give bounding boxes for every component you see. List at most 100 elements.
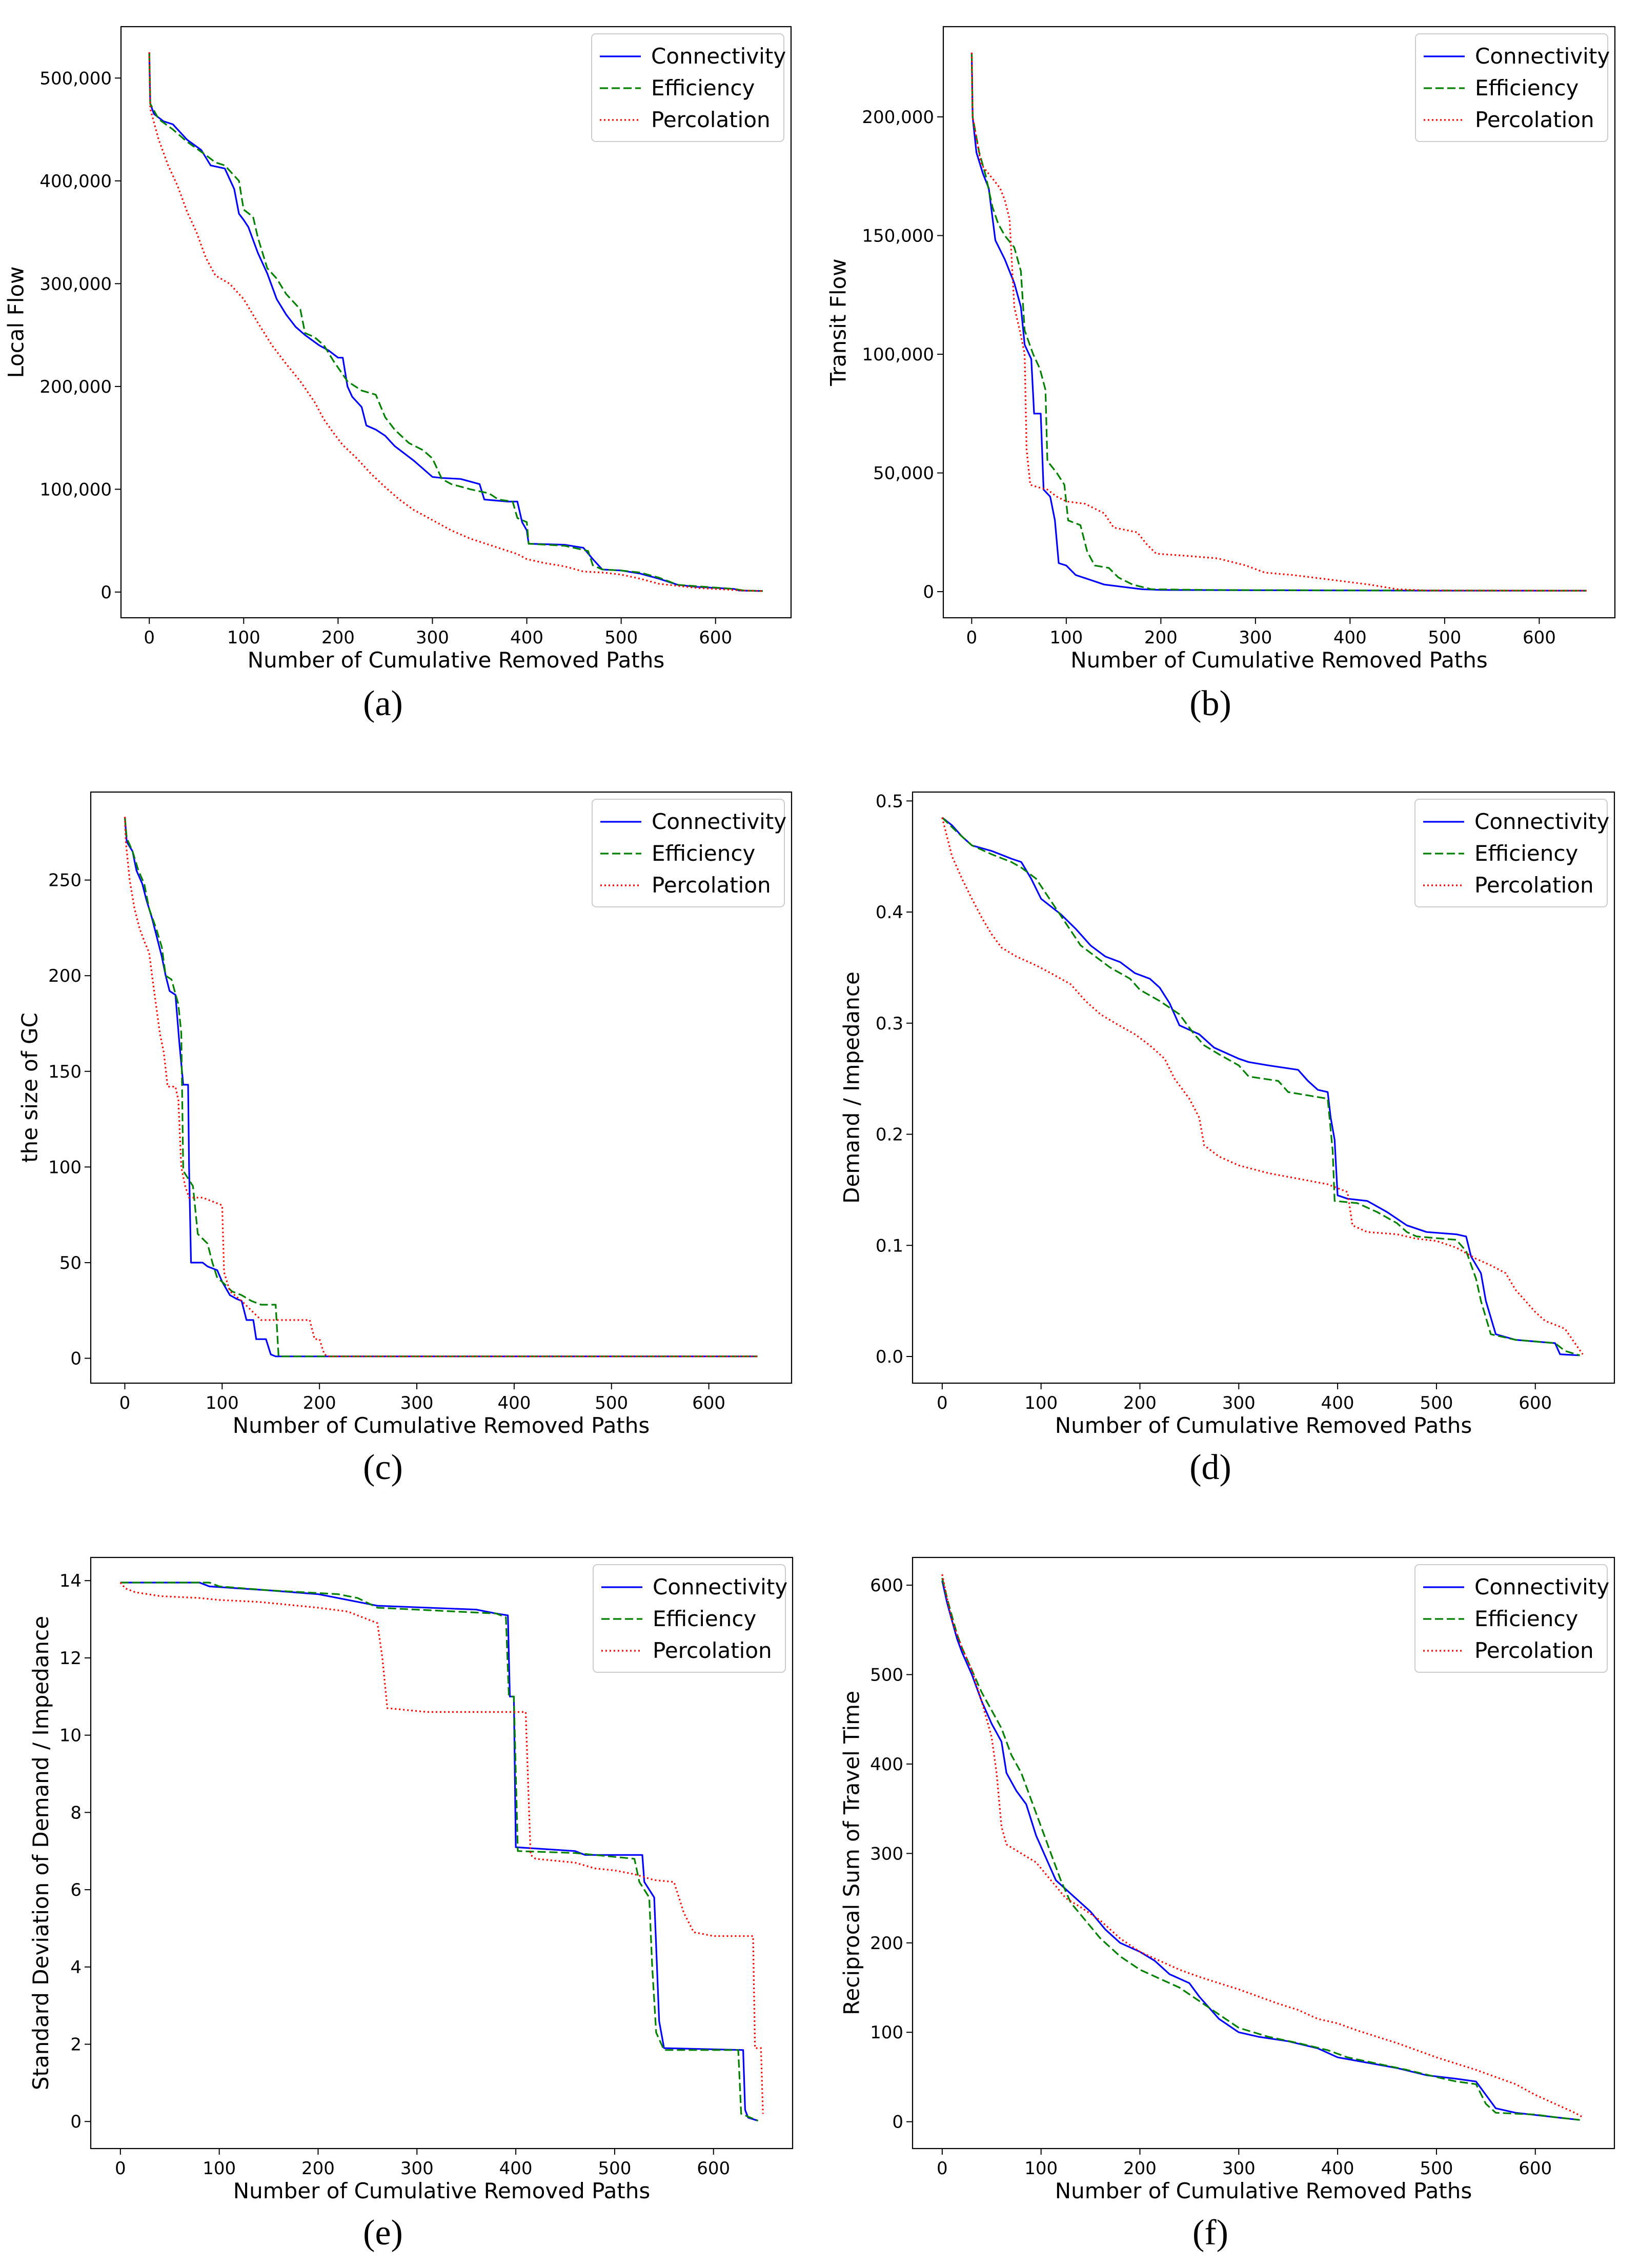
panel-caption: (e) bbox=[363, 2213, 403, 2253]
x-tick-label: 300 bbox=[1239, 627, 1272, 648]
x-tick-label: 600 bbox=[1519, 2158, 1552, 2179]
legend: Connectivity Efficiency Percolation bbox=[1414, 799, 1609, 907]
y-axis-label: Local Flow bbox=[4, 266, 29, 378]
legend-box bbox=[1415, 33, 1608, 142]
y-tick-label: 4 bbox=[70, 1957, 82, 1978]
legend: Connectivity Efficiency Percolation bbox=[593, 1564, 787, 1673]
panel-caption: (a) bbox=[363, 684, 403, 723]
x-tick-label: 300 bbox=[400, 2158, 434, 2179]
x-tick-label: 300 bbox=[1222, 2158, 1256, 2179]
y-tick-label: 0.0 bbox=[876, 1347, 903, 1367]
series-line-connectivity bbox=[124, 817, 758, 1358]
y-tick-label: 400 bbox=[870, 1754, 903, 1775]
series-line-percolation bbox=[941, 817, 1584, 1355]
panel-caption: (d) bbox=[1189, 1448, 1231, 1487]
y-tick-label: 0 bbox=[70, 1348, 82, 1369]
y-tick-label: 0.2 bbox=[876, 1125, 903, 1145]
legend-label-connectivity: Connectivity bbox=[651, 44, 786, 69]
legend-label-connectivity: Connectivity bbox=[653, 1574, 787, 1599]
y-axis-label: the size of GC bbox=[17, 1012, 43, 1163]
legend-box bbox=[1414, 1564, 1608, 1673]
x-tick-label: 200 bbox=[1123, 2158, 1157, 2179]
x-tick-label: 200 bbox=[303, 1393, 336, 1413]
series-line-percolation bbox=[124, 817, 758, 1358]
y-tick-label: 10 bbox=[59, 1726, 82, 1746]
legend-label-percolation: Percolation bbox=[1475, 107, 1594, 132]
y-tick-label: 0 bbox=[923, 582, 934, 602]
y-tick-label: 0.4 bbox=[876, 902, 903, 923]
x-tick-label: 0 bbox=[119, 1393, 131, 1413]
axes-frame bbox=[90, 791, 793, 1384]
x-tick-label: 100 bbox=[1024, 2158, 1058, 2179]
x-tick-label: 600 bbox=[699, 627, 732, 648]
axes-frame bbox=[912, 791, 1615, 1384]
panel-caption: (b) bbox=[1189, 684, 1231, 723]
x-tick-label: 300 bbox=[400, 1393, 434, 1413]
x-axis-label: Number of Cumulative Removed Paths bbox=[233, 2178, 651, 2203]
chart-panel-5: 0 100 200 300 400 500 600 0 2 4 6 8 10 12 14 Number of … bbox=[28, 1556, 794, 2253]
axes-frame bbox=[120, 26, 792, 619]
series-group bbox=[970, 52, 1587, 592]
legend-label-percolation: Percolation bbox=[1474, 873, 1594, 898]
x-tick-label: 100 bbox=[203, 2158, 236, 2179]
y-tick-label: 600 bbox=[870, 1575, 903, 1596]
x-tick-label: 200 bbox=[1123, 1393, 1157, 1413]
chart-panel-1: 0 100 200 300 400 500 600 0 100,000 200,000 300,00… bbox=[4, 26, 792, 723]
x-tick-label: 600 bbox=[1523, 627, 1556, 648]
legend-label-connectivity: Connectivity bbox=[1474, 809, 1609, 834]
legend-label-efficiency: Efficiency bbox=[1474, 1606, 1578, 1631]
y-tick-label: 150,000 bbox=[862, 226, 934, 246]
x-tick-label: 300 bbox=[1222, 1393, 1256, 1413]
x-tick-label: 500 bbox=[1420, 2158, 1453, 2179]
x-axis-label: Number of Cumulative Removed Paths bbox=[1070, 647, 1488, 673]
series-line-percolation bbox=[119, 1582, 764, 2114]
legend-label-efficiency: Efficiency bbox=[651, 75, 755, 100]
legend-box bbox=[593, 1564, 786, 1673]
y-axis-label: Transit Flow bbox=[826, 258, 851, 386]
y-tick-label: 300,000 bbox=[39, 274, 112, 294]
y-tick-label: 200 bbox=[48, 966, 82, 986]
chart-panel-3: 0 100 200 300 400 500 600 0 50 100 150 200 250 Number… bbox=[17, 791, 793, 1487]
x-tick-label: 400 bbox=[1321, 1393, 1354, 1413]
series-group bbox=[119, 1582, 764, 2122]
y-tick-label: 0.5 bbox=[876, 791, 903, 812]
y-tick-label: 0 bbox=[892, 2112, 903, 2133]
series-line-percolation bbox=[148, 52, 763, 592]
y-tick-label: 300 bbox=[870, 1844, 903, 1864]
x-tick-label: 500 bbox=[595, 1393, 628, 1413]
legend: Connectivity Efficiency Percolation bbox=[591, 33, 786, 142]
series-group bbox=[941, 1574, 1584, 2121]
x-tick-label: 0 bbox=[966, 627, 978, 648]
series-line-connectivity bbox=[120, 1582, 758, 2122]
series-line-efficiency bbox=[124, 817, 758, 1358]
y-axis-label: Demand / Impedance bbox=[839, 971, 864, 1204]
legend-box bbox=[591, 33, 784, 142]
x-tick-label: 500 bbox=[604, 627, 638, 648]
x-tick-label: 100 bbox=[1049, 627, 1083, 648]
series-line-efficiency bbox=[148, 52, 763, 592]
x-tick-label: 100 bbox=[206, 1393, 239, 1413]
panel-caption: (f) bbox=[1192, 2213, 1228, 2253]
y-tick-label: 100 bbox=[48, 1157, 82, 1178]
x-axis-label: Number of Cumulative Removed Paths bbox=[1055, 2178, 1472, 2203]
series-group bbox=[124, 817, 758, 1358]
x-tick-label: 200 bbox=[321, 627, 355, 648]
y-tick-label: 50,000 bbox=[873, 463, 934, 484]
x-axis-label: Number of Cumulative Removed Paths bbox=[248, 647, 665, 673]
x-tick-label: 400 bbox=[499, 2158, 533, 2179]
series-line-efficiency bbox=[970, 52, 1587, 592]
legend: Connectivity Efficiency Percolation bbox=[592, 799, 786, 907]
series-line-connectivity bbox=[941, 817, 1580, 1356]
axes-frame bbox=[942, 26, 1616, 619]
y-tick-label: 100 bbox=[870, 2022, 903, 2043]
y-tick-label: 200,000 bbox=[39, 377, 112, 397]
series-group bbox=[148, 52, 763, 592]
y-axis-label: Reciprocal Sum of Travel Time bbox=[839, 1691, 864, 2015]
x-tick-label: 600 bbox=[697, 2158, 730, 2179]
legend: Connectivity Efficiency Percolation bbox=[1414, 1564, 1609, 1673]
chart-panel-2: 0 100 200 300 400 500 600 0 50,000 100,000 150,000… bbox=[826, 26, 1616, 723]
x-tick-label: 400 bbox=[510, 627, 543, 648]
y-tick-label: 14 bbox=[59, 1571, 82, 1591]
legend-label-percolation: Percolation bbox=[651, 107, 771, 132]
